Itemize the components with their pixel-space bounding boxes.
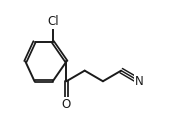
Text: O: O: [62, 98, 71, 111]
Text: N: N: [135, 75, 144, 88]
Text: Cl: Cl: [47, 15, 58, 29]
